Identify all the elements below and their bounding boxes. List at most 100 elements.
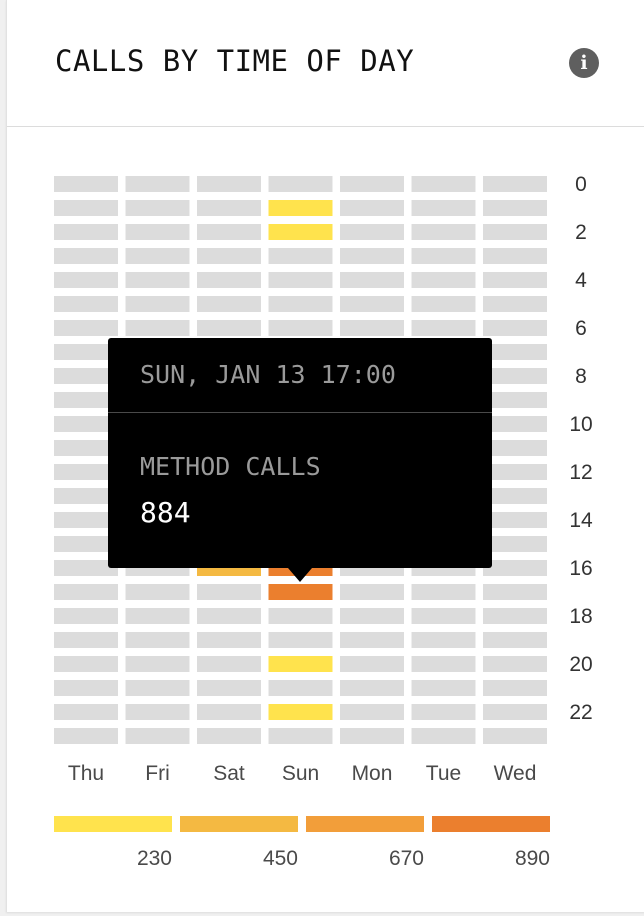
heatmap-cell[interactable] — [54, 320, 118, 336]
heatmap-cell[interactable] — [411, 200, 476, 216]
heatmap-cell[interactable] — [125, 704, 190, 720]
heatmap-cell[interactable] — [268, 656, 333, 672]
heatmap-cell[interactable] — [483, 704, 547, 720]
heatmap-cell[interactable] — [54, 416, 118, 432]
heatmap-cell[interactable] — [125, 632, 190, 648]
heatmap-cell[interactable] — [125, 608, 190, 624]
heatmap-cell[interactable] — [197, 176, 261, 192]
heatmap-cell[interactable] — [483, 224, 547, 240]
heatmap-cell[interactable] — [268, 584, 333, 600]
heatmap-cell[interactable] — [340, 320, 404, 336]
heatmap-cell[interactable] — [483, 368, 547, 384]
heatmap-cell[interactable] — [411, 584, 476, 600]
heatmap-cell[interactable] — [54, 728, 118, 744]
heatmap-cell[interactable] — [483, 392, 547, 408]
heatmap-cell[interactable] — [483, 656, 547, 672]
heatmap-cell[interactable] — [125, 248, 190, 264]
heatmap-cell[interactable] — [197, 728, 261, 744]
heatmap-cell[interactable] — [268, 176, 333, 192]
heatmap-cell[interactable] — [483, 488, 547, 504]
heatmap-cell[interactable] — [483, 200, 547, 216]
heatmap-cell[interactable] — [340, 272, 404, 288]
heatmap-cell[interactable] — [268, 608, 333, 624]
heatmap-cell[interactable] — [125, 224, 190, 240]
heatmap-cell[interactable] — [483, 464, 547, 480]
heatmap-cell[interactable] — [483, 176, 547, 192]
heatmap-cell[interactable] — [268, 224, 333, 240]
heatmap-cell[interactable] — [483, 536, 547, 552]
heatmap-cell[interactable] — [268, 248, 333, 264]
heatmap-cell[interactable] — [411, 608, 476, 624]
heatmap-cell[interactable] — [340, 680, 404, 696]
heatmap-cell[interactable] — [268, 728, 333, 744]
heatmap-cell[interactable] — [125, 656, 190, 672]
heatmap-cell[interactable] — [411, 248, 476, 264]
heatmap-cell[interactable] — [54, 344, 118, 360]
heatmap-cell[interactable] — [268, 200, 333, 216]
heatmap-cell[interactable] — [197, 704, 261, 720]
heatmap-cell[interactable] — [54, 440, 118, 456]
heatmap-cell[interactable] — [54, 464, 118, 480]
heatmap-cell[interactable] — [483, 296, 547, 312]
heatmap-cell[interactable] — [483, 416, 547, 432]
heatmap-cell[interactable] — [411, 320, 476, 336]
heatmap-cell[interactable] — [125, 296, 190, 312]
info-icon[interactable]: i — [569, 48, 599, 78]
heatmap-cell[interactable] — [54, 656, 118, 672]
heatmap-cell[interactable] — [125, 176, 190, 192]
heatmap-cell[interactable] — [340, 704, 404, 720]
heatmap-cell[interactable] — [268, 320, 333, 336]
heatmap-cell[interactable] — [197, 656, 261, 672]
heatmap-cell[interactable] — [483, 632, 547, 648]
heatmap-cell[interactable] — [340, 728, 404, 744]
heatmap-cell[interactable] — [125, 320, 190, 336]
heatmap-cell[interactable] — [483, 512, 547, 528]
heatmap-cell[interactable] — [268, 296, 333, 312]
heatmap-cell[interactable] — [54, 536, 118, 552]
heatmap-cell[interactable] — [125, 728, 190, 744]
heatmap-cell[interactable] — [197, 200, 261, 216]
heatmap-cell[interactable] — [54, 296, 118, 312]
heatmap-cell[interactable] — [340, 632, 404, 648]
heatmap-cell[interactable] — [340, 200, 404, 216]
heatmap-cell[interactable] — [54, 368, 118, 384]
heatmap-cell[interactable] — [54, 248, 118, 264]
heatmap-cell[interactable] — [54, 608, 118, 624]
heatmap-cell[interactable] — [197, 680, 261, 696]
heatmap-cell[interactable] — [483, 560, 547, 576]
heatmap-cell[interactable] — [411, 704, 476, 720]
heatmap-cell[interactable] — [197, 632, 261, 648]
heatmap-cell[interactable] — [411, 296, 476, 312]
heatmap-cell[interactable] — [340, 584, 404, 600]
heatmap-cell[interactable] — [54, 176, 118, 192]
heatmap-cell[interactable] — [54, 512, 118, 528]
heatmap-cell[interactable] — [411, 224, 476, 240]
heatmap-cell[interactable] — [340, 176, 404, 192]
heatmap-cell[interactable] — [54, 272, 118, 288]
heatmap-cell[interactable] — [340, 656, 404, 672]
heatmap-cell[interactable] — [340, 248, 404, 264]
heatmap-cell[interactable] — [197, 320, 261, 336]
heatmap-cell[interactable] — [197, 608, 261, 624]
heatmap-cell[interactable] — [411, 656, 476, 672]
heatmap-cell[interactable] — [483, 680, 547, 696]
heatmap-cell[interactable] — [197, 248, 261, 264]
heatmap-cell[interactable] — [125, 272, 190, 288]
heatmap-cell[interactable] — [125, 584, 190, 600]
heatmap-cell[interactable] — [411, 728, 476, 744]
heatmap-cell[interactable] — [54, 224, 118, 240]
heatmap-cell[interactable] — [125, 200, 190, 216]
heatmap-cell[interactable] — [54, 584, 118, 600]
heatmap-cell[interactable] — [197, 272, 261, 288]
heatmap-cell[interactable] — [197, 584, 261, 600]
heatmap-cell[interactable] — [268, 272, 333, 288]
heatmap-cell[interactable] — [411, 176, 476, 192]
heatmap-cell[interactable] — [483, 272, 547, 288]
heatmap-cell[interactable] — [125, 680, 190, 696]
heatmap-cell[interactable] — [54, 488, 118, 504]
heatmap-cell[interactable] — [54, 200, 118, 216]
heatmap-cell[interactable] — [54, 632, 118, 648]
heatmap-cell[interactable] — [483, 440, 547, 456]
heatmap-cell[interactable] — [268, 704, 333, 720]
heatmap-cell[interactable] — [54, 680, 118, 696]
